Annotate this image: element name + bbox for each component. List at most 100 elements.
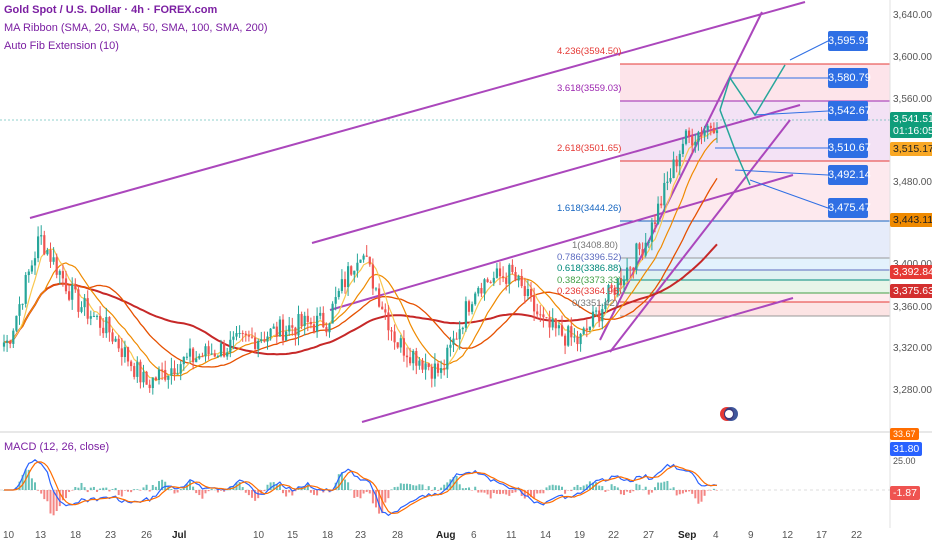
candle-body [560, 325, 564, 336]
macd-bar [136, 489, 139, 490]
macd-bar [319, 490, 322, 491]
candle-body [591, 311, 595, 327]
candle-body [616, 278, 619, 295]
macd-bar [179, 489, 182, 490]
macd-bar [623, 490, 625, 495]
candle-body [570, 326, 573, 338]
candle-body [421, 360, 424, 370]
macd-bar [598, 485, 601, 490]
macd-bar [582, 485, 585, 490]
candle-body [647, 241, 650, 243]
candle-body [585, 328, 588, 331]
event-flags-icon[interactable] [720, 407, 738, 421]
macd-bar [43, 490, 46, 500]
candle-body [629, 267, 632, 269]
time-tick: 4 [713, 530, 719, 541]
macd-bar [508, 490, 511, 496]
candle-body [567, 326, 570, 346]
macd-bar [530, 490, 532, 497]
target-label[interactable]: 3,595.91 [828, 31, 871, 51]
candle-body [207, 346, 210, 355]
candle-body [120, 348, 123, 358]
candle-body [598, 310, 601, 322]
macd-bar [685, 490, 687, 493]
macd-bar [666, 480, 669, 490]
macd-bar [440, 487, 443, 490]
candle-body [415, 351, 418, 366]
candle-body [498, 268, 502, 277]
macd-bar [551, 484, 554, 490]
price-tick: 3,360.00 [893, 302, 932, 313]
macd-bar [654, 487, 656, 490]
candle-body [95, 315, 99, 317]
candle-body [486, 279, 489, 283]
time-tick: Sep [678, 530, 697, 541]
macd-bar [576, 484, 579, 490]
macd-bar [446, 482, 449, 490]
macd-bar [502, 490, 505, 494]
macd-bar [350, 489, 353, 491]
ma-ribbon-legend[interactable]: MA Ribbon (SMA, 20, SMA, 50, SMA, 100, S… [4, 22, 268, 34]
candle-body [21, 303, 24, 305]
candle-body [688, 130, 691, 137]
macd-bar [244, 490, 247, 493]
candle-body [275, 326, 278, 337]
candle-body [709, 125, 712, 128]
macd-bar [427, 486, 430, 490]
macd-bar [424, 489, 427, 490]
candle-body [613, 287, 616, 295]
macd-bar [337, 474, 340, 490]
target-label[interactable]: 3,475.47 [828, 198, 871, 218]
target-label[interactable]: 3,510.67 [828, 138, 871, 158]
macd-bar [282, 490, 284, 494]
price-tick: 3,560.00 [893, 94, 932, 105]
candle-body [517, 275, 520, 281]
macd-legend[interactable]: MACD (12, 26, close) [4, 441, 110, 453]
macd-bar [433, 487, 436, 490]
candle-body [371, 264, 374, 289]
macd-bar [455, 475, 458, 490]
target-label[interactable]: 3,580.79 [828, 68, 871, 88]
candle-body [269, 328, 272, 337]
candle-body [281, 319, 285, 341]
macd-bar [573, 486, 576, 490]
macd-bar [359, 490, 362, 499]
candle-body [573, 336, 576, 338]
candlesticks[interactable] [2, 122, 719, 395]
candle-body [188, 348, 192, 357]
candle-body [89, 316, 92, 319]
candle-body [508, 264, 511, 284]
candle-timer: 01:16:05 [893, 125, 932, 137]
time-tick: 19 [574, 530, 586, 541]
macd-bar [68, 490, 71, 493]
time-tick: 27 [643, 530, 655, 541]
candle-body [551, 318, 554, 328]
candle-body [595, 310, 598, 312]
target-label[interactable]: 3,492.14 [828, 165, 871, 185]
macd-bar [678, 490, 681, 495]
candle-body [111, 332, 114, 342]
macd-bar [123, 490, 126, 491]
candle-body [80, 307, 83, 312]
macd-bar [464, 488, 467, 490]
candle-body [424, 363, 427, 370]
macd-bar [644, 486, 647, 490]
target-label[interactable]: 3,542.67 [828, 101, 871, 121]
macd-bar [356, 490, 359, 497]
candle-body [266, 336, 269, 342]
macd-bar [49, 490, 52, 514]
macd-bar [201, 490, 204, 499]
candle-body [201, 356, 204, 358]
macd-bar [96, 490, 98, 492]
candle-body [123, 347, 126, 358]
candle-body [40, 235, 43, 237]
candle-body [461, 327, 464, 330]
macd-bar [712, 488, 715, 490]
chart-title[interactable]: Gold Spot / U.S. Dollar · 4h · FOREX.com [4, 4, 218, 16]
macd-bar [195, 490, 198, 494]
macd-bar [523, 490, 526, 499]
macd-bar [71, 490, 74, 491]
fib-label: 0(3351.42) [572, 298, 618, 309]
auto-fib-legend[interactable]: Auto Fib Extension (10) [4, 40, 119, 52]
